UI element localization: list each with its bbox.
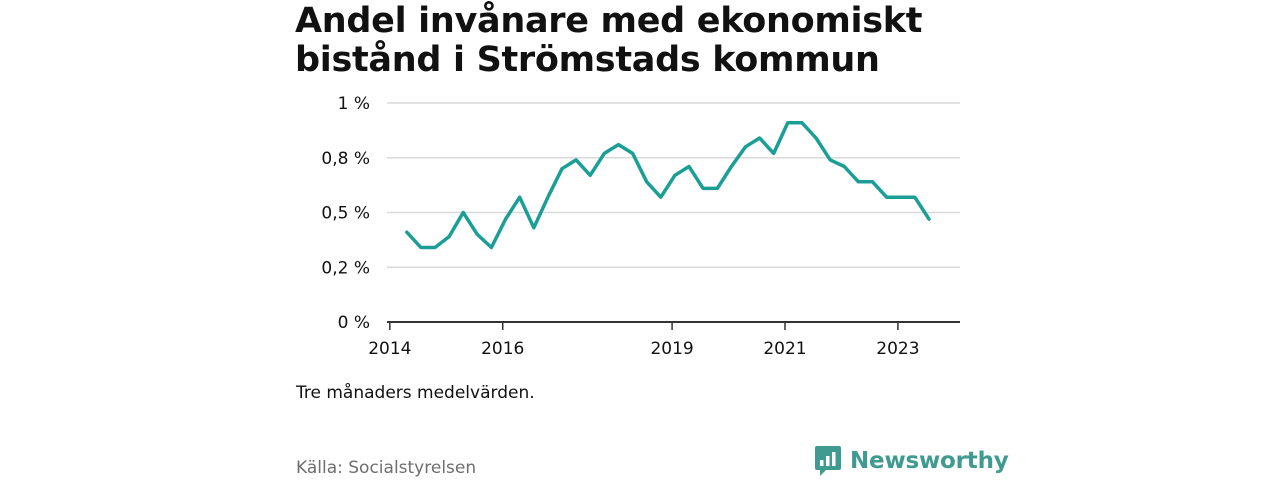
y-tick-label: 1 % [338, 94, 370, 114]
y-tick-label: 0,5 % [321, 204, 370, 224]
y-tick-label: 0,2 % [321, 258, 370, 278]
x-tick-label: 2021 [763, 339, 806, 359]
brand-name: Newsworthy [850, 448, 1009, 474]
y-tick-label: 0,8 % [321, 149, 370, 169]
source-text: Källa: Socialstyrelsen [296, 458, 477, 478]
series-line [405, 120, 931, 250]
y-tick-label: 0 % [338, 313, 370, 333]
x-tick-label: 2014 [368, 339, 411, 359]
x-tick-label: 2023 [876, 339, 919, 359]
line-chart: 0 %0,2 %0,5 %0,8 %1 % 2014 2016 2019 2021 20… [321, 94, 960, 359]
x-tick-label: 2016 [481, 339, 524, 359]
x-tick-label: 2019 [650, 339, 693, 359]
gridlines [387, 102, 960, 268]
y-axis-ticks: 0 % 0,2 % 0,5 % 0,8 % 1 % [321, 94, 370, 333]
chart-title: Andel invånare med ekonomiskt bistånd i … [295, 1, 923, 80]
chart-note: Tre månaders medelvärden. [296, 383, 535, 403]
brand-logo: Newsworthy [814, 444, 1009, 478]
newsworthy-logo-icon [815, 446, 841, 476]
x-axis-ticks: 2014 2016 2019 2021 2023 [368, 322, 920, 359]
